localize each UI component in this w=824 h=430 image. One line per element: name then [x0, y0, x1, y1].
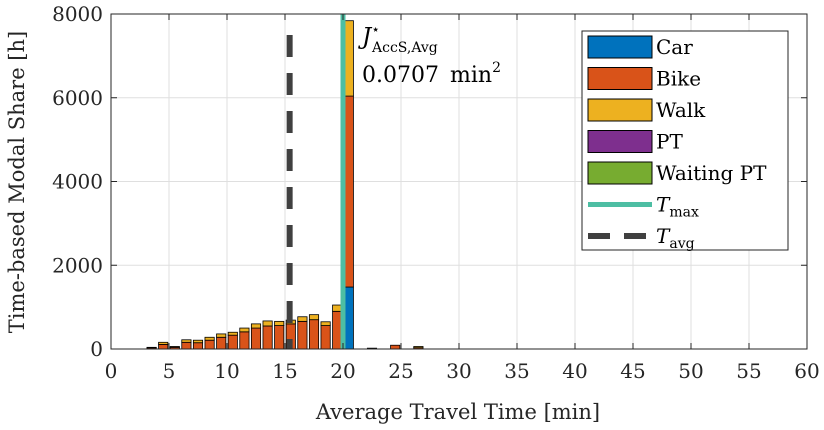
- bar-segment-bike: [320, 325, 331, 350]
- bar-segment-walk: [332, 304, 343, 312]
- y-tick-label: 8000: [52, 2, 103, 26]
- x-tick-label: 20: [330, 359, 355, 383]
- y-tick-label: 6000: [52, 86, 103, 110]
- annotation-unit: min: [450, 63, 492, 88]
- bar-segment-walk: [239, 327, 250, 333]
- annotation-subscript: AccS,Avg: [371, 40, 438, 56]
- x-tick-label: 40: [562, 359, 587, 383]
- bar-segment-walk: [169, 346, 180, 348]
- x-tick-label: 50: [678, 359, 703, 383]
- annotation-symbol: J: [358, 24, 373, 50]
- bar-segment-bike: [192, 342, 204, 350]
- bar-segment-bike: [239, 331, 250, 350]
- x-axis-label: Average Travel Time [min]: [315, 400, 600, 424]
- bar-segment-walk: [227, 331, 238, 336]
- bar-segment-walk: [274, 320, 285, 326]
- bar-segment-walk: [181, 339, 192, 343]
- bar-segment-bike: [227, 334, 238, 350]
- svg-text:J⋆AccS,Avg: J⋆ AccS,Avg: [358, 22, 438, 56]
- legend-label-pt: PT: [656, 130, 683, 154]
- bar-segment-walk: [250, 323, 262, 329]
- legend-label-t-max: Tmax: [656, 193, 699, 221]
- bar-segment-walk: [297, 316, 308, 322]
- bar-segment-bike: [262, 325, 273, 350]
- x-tick-label: 30: [446, 359, 471, 383]
- bar-segment-bike: [332, 310, 343, 350]
- x-tick-label: 5: [163, 359, 176, 383]
- x-tick-label: 10: [214, 359, 239, 383]
- bar-segment-walk: [204, 336, 215, 341]
- bar-segment-bike: [204, 339, 215, 350]
- x-tick-label: 45: [620, 359, 645, 383]
- bar-segment-bike: [181, 341, 192, 350]
- legend-swatch-pt: [587, 130, 653, 153]
- x-tick-label: 0: [105, 359, 118, 383]
- y-tick-label: 2000: [52, 253, 103, 277]
- bar-segment-walk: [320, 321, 331, 326]
- y-tick-label: 4000: [52, 170, 103, 194]
- x-axis-ticks: 0 5 10 15 20 25 30 35 40 45 50 55 60: [105, 14, 820, 383]
- y-axis-label: Time-based Modal Share [h]: [5, 31, 29, 333]
- legend-label-waiting-pt: Waiting PT: [656, 161, 767, 185]
- bar-segment-walk: [192, 339, 204, 344]
- bar-segment-walk: [146, 346, 157, 349]
- bar-segment-bike: [297, 320, 308, 350]
- legend-label-walk: Walk: [656, 98, 706, 122]
- legend-swatch-bike: [587, 67, 653, 90]
- legend: Car Bike Walk PT Waiting PT Tmax Tavg: [581, 30, 789, 252]
- bar-segment-walk: [158, 341, 169, 345]
- annotation-unit-exponent: 2: [492, 60, 501, 76]
- bar-segment-walk: [262, 320, 273, 327]
- bar-segment-bike: [308, 319, 320, 350]
- svg-text:0.0707 min2: 0.0707 min2: [362, 60, 501, 88]
- legend-swatch-walk: [587, 98, 653, 122]
- bar-segment-bike: [250, 327, 262, 350]
- bar-segment-walk: [413, 346, 424, 349]
- bar-segment-bike: [158, 343, 169, 350]
- x-tick-label: 25: [388, 359, 413, 383]
- legend-label-t-avg: Tavg: [656, 224, 695, 252]
- bar-segment-bike: [216, 336, 227, 350]
- bar-segment-walk: [216, 333, 227, 338]
- x-tick-label: 55: [736, 359, 761, 383]
- reference-lines: [286, 14, 346, 349]
- bar-segment-walk: [308, 314, 320, 321]
- legend-label-bike: Bike: [656, 67, 701, 91]
- x-tick-label: 15: [272, 359, 297, 383]
- bar-segment-bike: [343, 95, 354, 288]
- objective-annotation: J⋆ AccS,Avg 0.0707 min2: [358, 22, 501, 88]
- bar-segment-bike: [274, 325, 285, 350]
- legend-label-car: Car: [656, 35, 693, 59]
- annotation-superscript: ⋆: [371, 22, 380, 38]
- y-axis-ticks: 0 2000 4000 6000 8000: [52, 2, 807, 361]
- bar-segment-walk: [343, 20, 354, 97]
- annotation-value: 0.0707: [362, 63, 439, 88]
- legend-swatch-waiting-pt: [587, 161, 653, 185]
- bar-segment-bike: [390, 344, 401, 350]
- legend-swatch-car: [587, 35, 653, 59]
- x-tick-label: 35: [504, 359, 529, 383]
- y-tick-label: 0: [90, 337, 103, 361]
- bar-segment-car: [343, 286, 354, 350]
- x-tick-label: 60: [794, 359, 819, 383]
